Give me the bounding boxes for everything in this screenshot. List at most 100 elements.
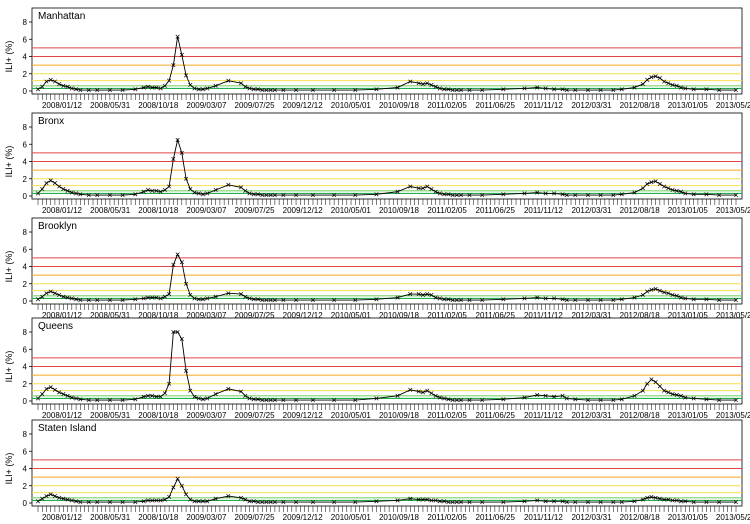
data-point — [543, 393, 548, 398]
data-point — [243, 188, 248, 193]
x-tick-label: 2011/06/25 — [476, 101, 516, 110]
data-point — [162, 391, 167, 396]
data-point — [691, 192, 696, 197]
data-point — [662, 497, 667, 502]
x-tick-label: 2013/01/05 — [668, 101, 709, 110]
data-point — [678, 295, 684, 300]
data-point — [78, 298, 83, 303]
data-point — [167, 184, 172, 189]
x-tick-label: 2012/03/31 — [571, 311, 612, 320]
chart-panel-2: Brooklyn ILI+ (%) 0 2 4 6 8 2008/01/12 2008/05/3… — [4, 217, 750, 320]
data-point — [458, 88, 464, 93]
data-point — [450, 398, 455, 403]
x-tick-label: 2012/03/31 — [571, 101, 612, 110]
data-point — [429, 187, 434, 192]
data-point — [674, 498, 679, 503]
data-point — [446, 500, 451, 505]
data-point — [632, 499, 637, 504]
x-tick-label: 2008/01/12 — [42, 101, 83, 110]
data-point — [645, 77, 650, 82]
x-tick-label: 2009/07/25 — [235, 311, 276, 320]
data-point — [205, 499, 210, 504]
panel-title: Staten Island — [38, 423, 96, 434]
data-point — [213, 392, 218, 397]
data-point — [154, 394, 159, 399]
data-point — [255, 500, 261, 505]
panel-title: Manhattan — [38, 11, 85, 22]
data-point — [733, 398, 739, 403]
data-point — [585, 500, 590, 505]
data-point — [192, 394, 197, 399]
data-point — [205, 396, 210, 401]
data-point — [226, 182, 231, 187]
data-point — [535, 392, 540, 398]
data-point — [632, 85, 637, 90]
data-point — [226, 494, 231, 499]
data-point — [683, 395, 688, 400]
data-point — [733, 88, 739, 93]
data-point — [683, 86, 688, 91]
data-point — [678, 393, 684, 398]
data-point — [133, 500, 138, 505]
x-tick-label: 2008/10/18 — [138, 206, 179, 215]
series-line — [37, 138, 736, 196]
data-point — [260, 500, 265, 505]
data-point — [171, 485, 176, 490]
x-tick-label: 2010/09/18 — [379, 311, 420, 320]
y-axis-label: ILI+ (%) — [4, 453, 14, 485]
y-tick-label: 6 — [23, 140, 28, 149]
data-point — [353, 88, 358, 93]
data-point — [196, 191, 201, 196]
data-point — [552, 296, 557, 301]
data-point — [44, 291, 49, 296]
data-point — [670, 82, 675, 88]
y-tick-label: 0 — [23, 297, 28, 306]
data-point — [458, 193, 464, 198]
data-point — [150, 295, 155, 300]
data-point — [200, 297, 206, 302]
data-point — [264, 298, 269, 303]
data-point — [408, 292, 413, 297]
data-point — [458, 398, 464, 403]
data-point — [74, 396, 79, 401]
data-point — [640, 497, 645, 502]
data-point — [281, 193, 286, 198]
data-point — [437, 296, 442, 301]
data-point — [678, 499, 684, 504]
data-point — [704, 87, 709, 92]
x-tick-label: 2008/01/12 — [42, 513, 83, 522]
data-point — [40, 392, 45, 397]
data-point — [272, 298, 277, 303]
data-point — [200, 87, 206, 92]
data-point — [158, 296, 163, 301]
data-point — [200, 192, 206, 197]
data-point — [74, 297, 79, 302]
data-point — [552, 191, 557, 196]
data-point — [674, 188, 679, 193]
x-tick-label: 2010/05/01 — [331, 101, 372, 110]
data-point — [272, 88, 277, 93]
data-point — [95, 193, 100, 198]
data-point — [133, 87, 138, 92]
panel-title: Brooklyn — [38, 221, 77, 232]
data-point — [522, 395, 527, 400]
panel-title: Queens — [38, 321, 73, 332]
data-point — [425, 497, 430, 502]
data-point — [188, 187, 193, 192]
data-point — [184, 368, 189, 373]
data-point — [691, 500, 696, 505]
data-point — [264, 500, 269, 505]
data-point — [239, 495, 244, 500]
data-point — [310, 398, 316, 403]
data-point — [678, 85, 684, 90]
data-point — [260, 398, 265, 403]
data-point — [619, 297, 624, 302]
data-point — [255, 297, 261, 302]
data-point — [243, 294, 248, 299]
data-point — [61, 294, 66, 299]
data-point — [57, 390, 62, 395]
data-point — [243, 84, 248, 89]
data-point — [162, 83, 167, 88]
data-point — [120, 88, 125, 93]
data-point — [585, 193, 590, 198]
